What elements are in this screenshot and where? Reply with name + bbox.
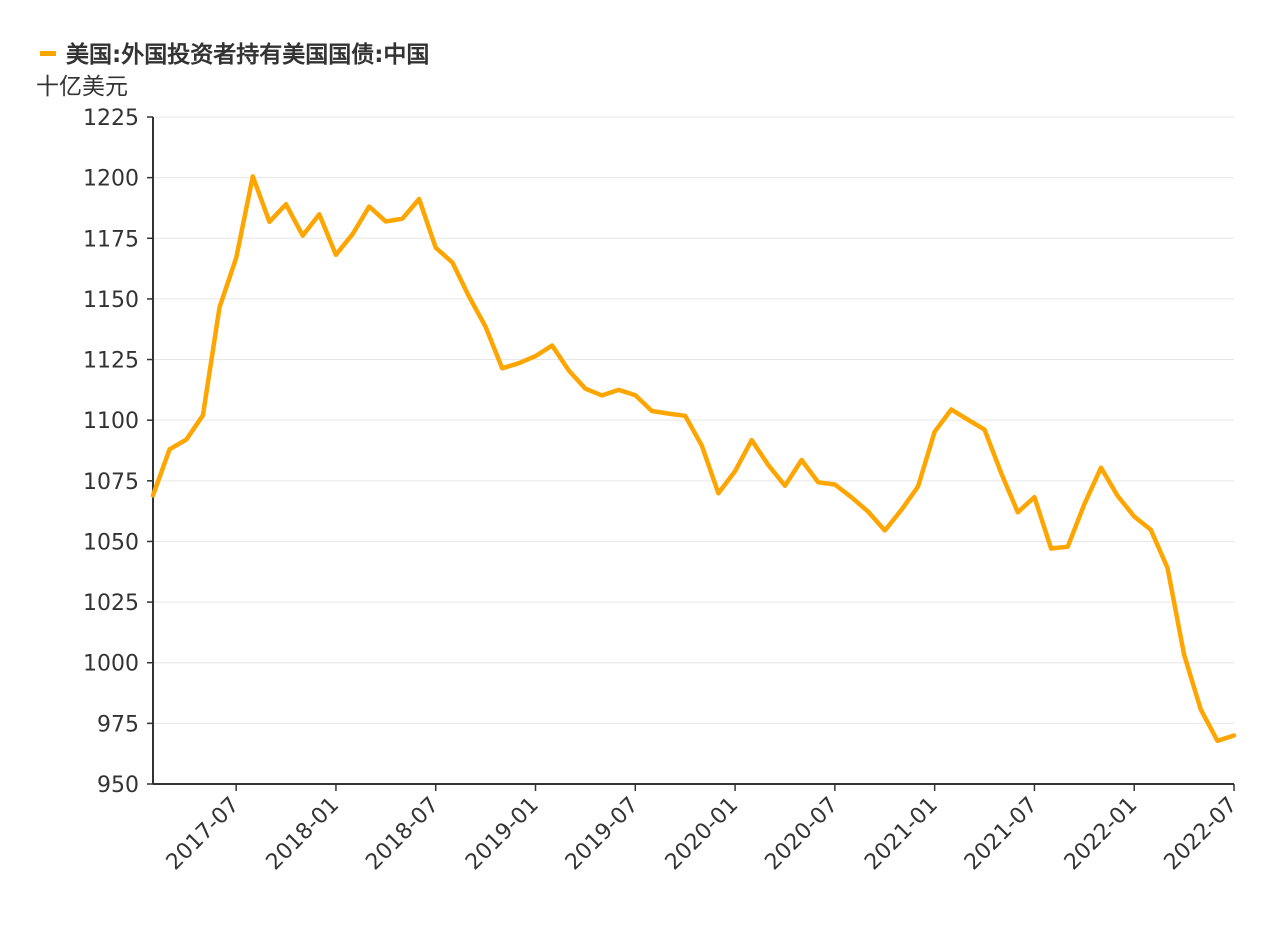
y-axis-ticks: 950 975 1000 1025 1050 1075 1100 1125 1150 1175 12… xyxy=(83,106,153,798)
x-tick-label: 2020-01 xyxy=(661,793,744,876)
y-axis-unit-label: 十亿美元 xyxy=(36,74,128,100)
x-tick-label: 2017-07 xyxy=(162,793,245,876)
x-tick-label: 2019-01 xyxy=(461,793,544,876)
x-tick-label: 2019-07 xyxy=(561,793,644,876)
y-tick-label: 1100 xyxy=(83,409,139,434)
y-tick-label: 950 xyxy=(97,773,139,798)
legend-label: 美国:外国投资者持有美国国债:中国 xyxy=(66,41,429,68)
series-layer xyxy=(150,174,1237,744)
x-tick-label: 2018-07 xyxy=(361,793,444,876)
legend-swatch xyxy=(40,51,56,56)
y-tick-label: 1150 xyxy=(83,288,139,313)
y-tick-label: 1025 xyxy=(83,591,139,616)
x-tick-label: 2022-01 xyxy=(1060,793,1143,876)
y-tick-label: 1000 xyxy=(83,652,139,677)
y-tick-label: 1075 xyxy=(83,470,139,495)
gridlines xyxy=(153,116,1234,724)
y-tick-label: 1125 xyxy=(83,349,139,374)
y-tick-label: 1050 xyxy=(83,530,139,555)
y-tick-label: 1225 xyxy=(83,106,139,131)
axes xyxy=(152,117,1234,785)
x-tick-label: 2020-07 xyxy=(760,793,843,876)
x-tick-label: 2021-07 xyxy=(960,793,1043,876)
y-tick-label: 975 xyxy=(97,712,139,737)
y-tick-label: 1175 xyxy=(83,227,139,252)
x-axis-ticks: 2017-07 2018-01 2018-07 2019-01 2019-07 2020-… xyxy=(162,784,1243,876)
series-line xyxy=(150,174,1237,744)
x-tick-label: 2022-07 xyxy=(1160,793,1243,876)
x-tick-label: 2021-01 xyxy=(860,793,943,876)
y-tick-label: 1200 xyxy=(83,167,139,192)
legend: 美国:外国投资者持有美国国债:中国 xyxy=(40,41,429,68)
x-tick-label: 2018-01 xyxy=(262,793,345,876)
